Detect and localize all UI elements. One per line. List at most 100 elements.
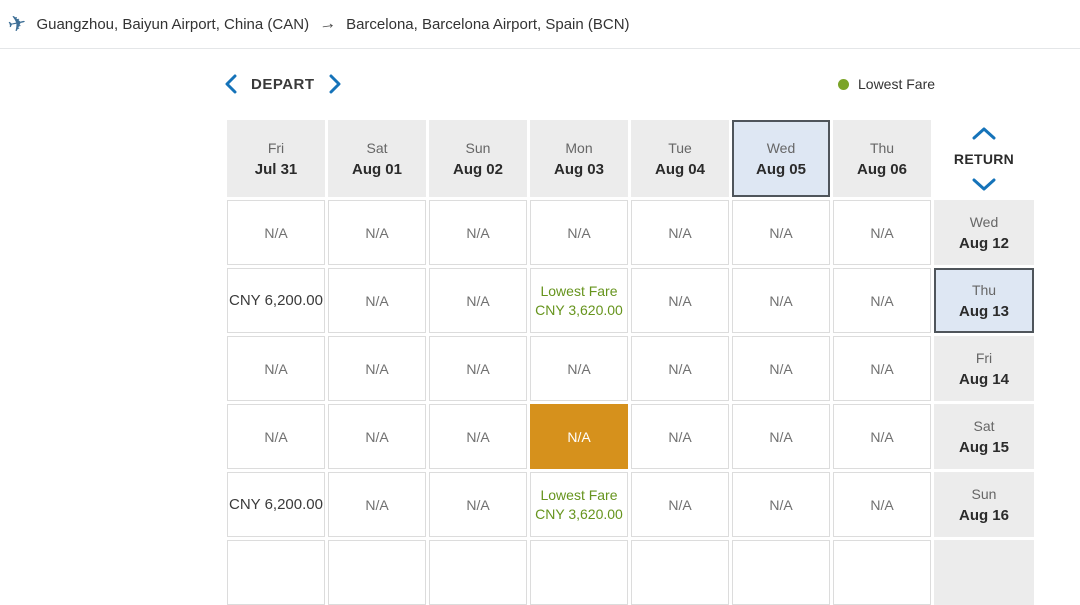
fare-cell-value: N/A [567, 360, 591, 377]
fare-cell-value: N/A [769, 428, 793, 445]
fare-cell[interactable]: N/A [530, 200, 628, 265]
fare-cell[interactable]: N/A [328, 404, 426, 469]
fare-cell-value: N/A [264, 360, 288, 377]
day-date: Aug 05 [755, 160, 806, 178]
route-header-bar: ✈ Guangzhou, Baiyun Airport, China (CAN)… [0, 0, 1080, 49]
chevron-down-icon [972, 178, 996, 190]
fare-cell[interactable]: Lowest Fare CNY 3,620.00 [530, 268, 628, 333]
chevron-left-icon [225, 74, 237, 94]
day-date: Aug 01 [351, 160, 402, 178]
fare-cell[interactable]: N/A [833, 268, 931, 333]
fare-cell[interactable]: N/A [833, 404, 931, 469]
depart-next-button[interactable] [327, 72, 344, 96]
fare-cell-value: N/A [668, 428, 692, 445]
fare-cell[interactable]: N/A [429, 472, 527, 537]
depart-day-header-aug-04[interactable]: Tue Aug 04 [631, 120, 729, 197]
fare-cell[interactable]: N/A [530, 404, 628, 469]
fare-cell[interactable]: CNY 6,200.00 [227, 472, 325, 537]
day-name: Sat [973, 417, 995, 434]
fare-cell[interactable]: N/A [429, 336, 527, 401]
fare-calendar-grid: Fri Jul 31 Sat Aug 01 Sun Aug 02 Mon Aug 03 Tue A… [227, 120, 1034, 605]
fare-cell[interactable]: N/A [328, 336, 426, 401]
day-name: Thu [869, 139, 895, 156]
fare-cell[interactable]: N/A [732, 200, 830, 265]
return-prev-button[interactable] [970, 125, 998, 142]
fare-cell[interactable]: N/A [227, 336, 325, 401]
fare-cell[interactable]: N/A [833, 200, 931, 265]
lowest-fare-dot-icon [838, 78, 849, 90]
fare-cell[interactable]: N/A [227, 404, 325, 469]
depart-day-header-aug-05[interactable]: Wed Aug 05 [732, 120, 830, 197]
fare-cell[interactable]: N/A [833, 472, 931, 537]
day-date: Aug 16 [958, 506, 1009, 524]
day-name: Tue [668, 139, 692, 156]
fare-cell[interactable]: N/A [328, 268, 426, 333]
fare-cell[interactable]: N/A [429, 268, 527, 333]
airplane-takeoff-icon: ✈ [5, 9, 29, 38]
fare-cell[interactable]: Lowest Fare CNY 3,620.00 [530, 472, 628, 537]
day-name: Sat [366, 139, 388, 156]
fare-cell-value: N/A [668, 360, 692, 377]
day-date: Aug 03 [553, 160, 604, 178]
lowest-fare-legend-label: Lowest Fare [858, 76, 936, 92]
day-date: Aug 14 [958, 370, 1009, 388]
return-day-header-aug-13[interactable]: Thu Aug 13 [934, 268, 1034, 333]
fare-cell-value: N/A [769, 360, 793, 377]
lowest-fare-legend: Lowest Fare [838, 76, 935, 92]
day-date: Aug 04 [654, 160, 705, 178]
return-day-header-aug-15[interactable]: Sat Aug 15 [934, 404, 1034, 469]
fare-cell[interactable]: N/A [631, 336, 729, 401]
fare-cell[interactable]: N/A [732, 268, 830, 333]
fare-cell-partial [833, 540, 931, 605]
fare-cell-value: N/A [769, 224, 793, 241]
day-name: Fri [267, 139, 285, 156]
fare-cell-partial [227, 540, 325, 605]
fare-cell[interactable]: N/A [530, 336, 628, 401]
fare-cell[interactable]: N/A [732, 472, 830, 537]
fare-cell[interactable]: N/A [631, 472, 729, 537]
fare-cell[interactable]: N/A [732, 404, 830, 469]
day-date: Aug 13 [958, 302, 1009, 320]
return-next-button[interactable] [970, 176, 998, 193]
fare-cell[interactable]: N/A [631, 200, 729, 265]
fare-cell-value: N/A [365, 428, 389, 445]
day-name: Wed [969, 213, 999, 230]
fare-cell[interactable]: N/A [429, 404, 527, 469]
fare-cell[interactable]: N/A [328, 200, 426, 265]
fare-cell[interactable]: N/A [328, 472, 426, 537]
day-date: Aug 15 [958, 438, 1009, 456]
day-name: Sun [465, 139, 491, 156]
depart-prev-button[interactable] [222, 72, 239, 96]
fare-cell[interactable]: N/A [631, 404, 729, 469]
fare-cell-value: N/A [466, 496, 490, 513]
depart-navigation: DEPART [222, 72, 344, 96]
return-day-header-aug-14[interactable]: Fri Aug 14 [934, 336, 1034, 401]
fare-cell[interactable]: N/A [732, 336, 830, 401]
day-date: Aug 06 [856, 160, 907, 178]
fare-cell-value: N/A [769, 496, 793, 513]
fare-cell-partial [732, 540, 830, 605]
fare-cell[interactable]: N/A [227, 200, 325, 265]
fare-cell-value: N/A [769, 292, 793, 309]
fare-cell[interactable]: N/A [631, 268, 729, 333]
fare-cell-value: N/A [870, 496, 894, 513]
return-day-header-aug-12[interactable]: Wed Aug 12 [934, 200, 1034, 265]
lowest-fare-label: Lowest Fare [540, 282, 618, 299]
fare-cell[interactable]: N/A [429, 200, 527, 265]
return-day-header-aug-16[interactable]: Sun Aug 16 [934, 472, 1034, 537]
depart-day-header-aug-06[interactable]: Thu Aug 06 [833, 120, 931, 197]
fare-cell-partial [429, 540, 527, 605]
day-date: Aug 02 [452, 160, 503, 178]
depart-day-header-aug-02[interactable]: Sun Aug 02 [429, 120, 527, 197]
fare-cell-value: N/A [466, 224, 490, 241]
fare-cell[interactable]: N/A [833, 336, 931, 401]
depart-day-header-aug-03[interactable]: Mon Aug 03 [530, 120, 628, 197]
day-name: Fri [975, 349, 993, 366]
return-label: RETURN [953, 150, 1015, 167]
depart-day-header-aug-01[interactable]: Sat Aug 01 [328, 120, 426, 197]
depart-day-header-jul-31[interactable]: Fri Jul 31 [227, 120, 325, 197]
fare-cell-value: N/A [870, 292, 894, 309]
fare-cell-value: N/A [668, 224, 692, 241]
fare-cell[interactable]: CNY 6,200.00 [227, 268, 325, 333]
fare-cell-value: N/A [466, 428, 490, 445]
